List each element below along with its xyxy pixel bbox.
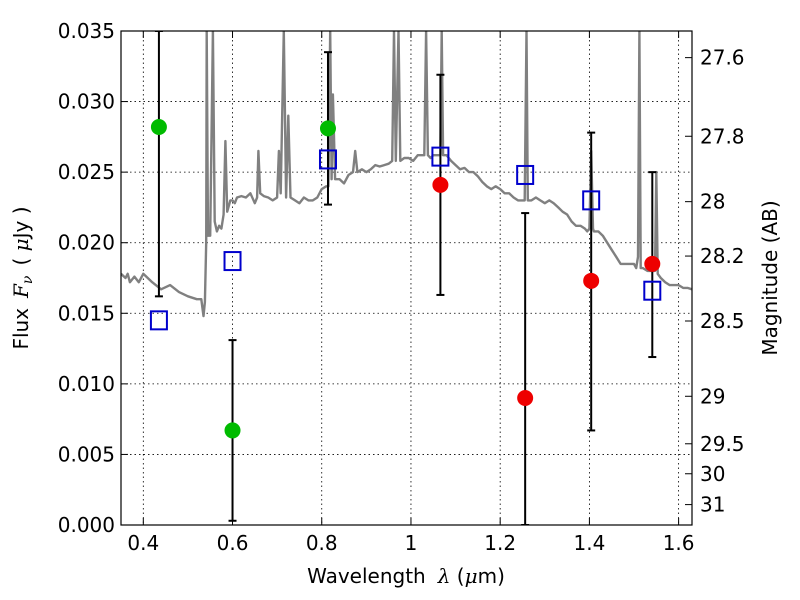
x-axis-label-unit-mu: μ: [465, 564, 478, 588]
model-photometry-square: [431, 146, 450, 167]
errorbars: [154, 31, 657, 525]
grid: [121, 31, 692, 525]
x-tick-label: 0.4: [127, 531, 159, 555]
x-axis-ticks: 0.4 0.6 0.8 1 1.2 1.4 1.6: [127, 31, 695, 555]
x-tick-label: 1.6: [663, 531, 695, 555]
x-tick-label: 0.8: [306, 531, 338, 555]
model-photometry-square: [582, 190, 601, 211]
y-axis-label-unit-open: (: [9, 251, 33, 265]
data-point: [319, 120, 336, 137]
plot-frame: [120, 30, 693, 526]
y-tick-label: 0.000: [58, 513, 115, 537]
magnitude-tick-label: 27.8: [700, 124, 745, 148]
data-point: [583, 272, 600, 289]
y-axis-label-symbol: F: [9, 283, 33, 299]
y-axis-label-subscript: ν: [20, 275, 36, 284]
markers: [149, 118, 662, 439]
y-tick-label: 0.015: [58, 301, 115, 325]
y-axis-label-unit-close: Jy ): [9, 206, 33, 240]
magnitude-axis-label: Magnitude (AB): [758, 200, 782, 355]
data-point: [517, 389, 534, 406]
magnitude-tick-label: 29: [700, 384, 725, 408]
x-axis-label-symbol: λ: [437, 564, 451, 588]
magnitude-axis-ticks: 27.6 27.8 28 28.2 28.5 29 29.5 30 31: [685, 46, 745, 517]
model-photometry-square: [516, 164, 535, 185]
magnitude-tick-label: 31: [700, 493, 725, 517]
y-axis-label-unit-mu: μ: [9, 238, 33, 251]
x-tick-label: 1.4: [573, 531, 605, 555]
magnitude-tick-label: 29.5: [700, 432, 745, 456]
data-point: [644, 255, 661, 272]
x-tick-label: 1.2: [484, 531, 516, 555]
model-photometry-square: [318, 149, 337, 170]
x-tick-label: 0.6: [217, 531, 249, 555]
data-point: [150, 118, 167, 135]
data-point: [432, 176, 449, 193]
x-tick-label: 1: [405, 531, 418, 555]
y-tick-label: 0.025: [58, 160, 115, 184]
y-tick-label: 0.010: [58, 372, 115, 396]
data-point: [224, 422, 241, 439]
magnitude-tick-label: 27.6: [700, 46, 745, 70]
y-axis-ticks: 0.000 0.005 0.010 0.015 0.020 0.025 0.030 0.035: [58, 19, 128, 537]
y-tick-label: 0.005: [58, 442, 115, 466]
x-axis-label-unit-close: m): [478, 564, 505, 588]
x-axis-label-text: Wavelength: [307, 564, 426, 588]
magnitude-tick-label: 30: [700, 462, 725, 486]
y-axis-label-text: Flux: [9, 308, 33, 350]
model-photometry-square: [223, 251, 242, 272]
y-axis-label: Flux Fν ( μJy ): [9, 206, 36, 349]
model-photometry-square: [149, 310, 168, 331]
y-tick-label: 0.020: [58, 231, 115, 255]
magnitude-tick-label: 28.2: [700, 244, 745, 268]
y-tick-label: 0.030: [58, 90, 115, 114]
x-axis-label-unit-open: (: [450, 564, 464, 588]
y-tick-label: 0.035: [58, 19, 115, 43]
model-photometry-square: [643, 280, 662, 301]
magnitude-tick-label: 28: [700, 190, 725, 214]
spectrum-line: [121, 31, 692, 318]
x-axis-label: Wavelength λ (μm): [307, 564, 505, 588]
spectrum-series: [121, 31, 692, 318]
magnitude-tick-label: 28.5: [700, 309, 745, 333]
